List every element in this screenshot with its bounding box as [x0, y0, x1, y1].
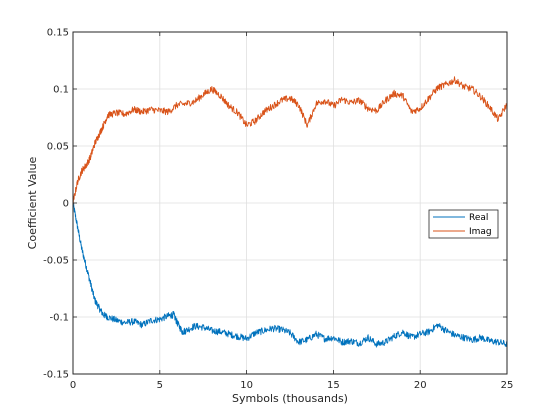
- y-tick-label: -0.15: [43, 370, 69, 381]
- legend-box: [428, 209, 499, 239]
- y-tick-label: 0.05: [47, 142, 69, 153]
- series-line-real: [72, 201, 508, 348]
- y-tick-label: -0.05: [43, 256, 69, 267]
- series-line-imag: [72, 76, 508, 206]
- x-tick-label: 20: [414, 380, 427, 391]
- y-tick-label: 0.15: [47, 28, 69, 39]
- y-tick-label: 0: [63, 199, 69, 210]
- series-layer: [72, 76, 508, 348]
- y-tick-label: 0.1: [53, 85, 69, 96]
- legend-label-imag: Imag: [469, 227, 492, 237]
- x-tick-label: 10: [240, 380, 253, 391]
- y-axis-title: Coefficient Value: [26, 156, 39, 249]
- x-tick-label: 25: [501, 380, 514, 391]
- ticks: 0 5 10 15 20 25 -0.15 -0.1 -0.05 0 0.05 0.1 0.15: [43, 28, 513, 392]
- x-tick-label: 15: [327, 380, 340, 391]
- grid: [72, 31, 508, 375]
- legend-label-real: Real: [469, 213, 488, 223]
- x-tick-label: 5: [157, 380, 163, 391]
- x-axis-title: Symbols (thousands): [232, 392, 348, 405]
- x-tick-label: 0: [70, 380, 76, 391]
- y-tick-label: -0.1: [49, 313, 69, 324]
- legend: Real Imag: [428, 209, 499, 239]
